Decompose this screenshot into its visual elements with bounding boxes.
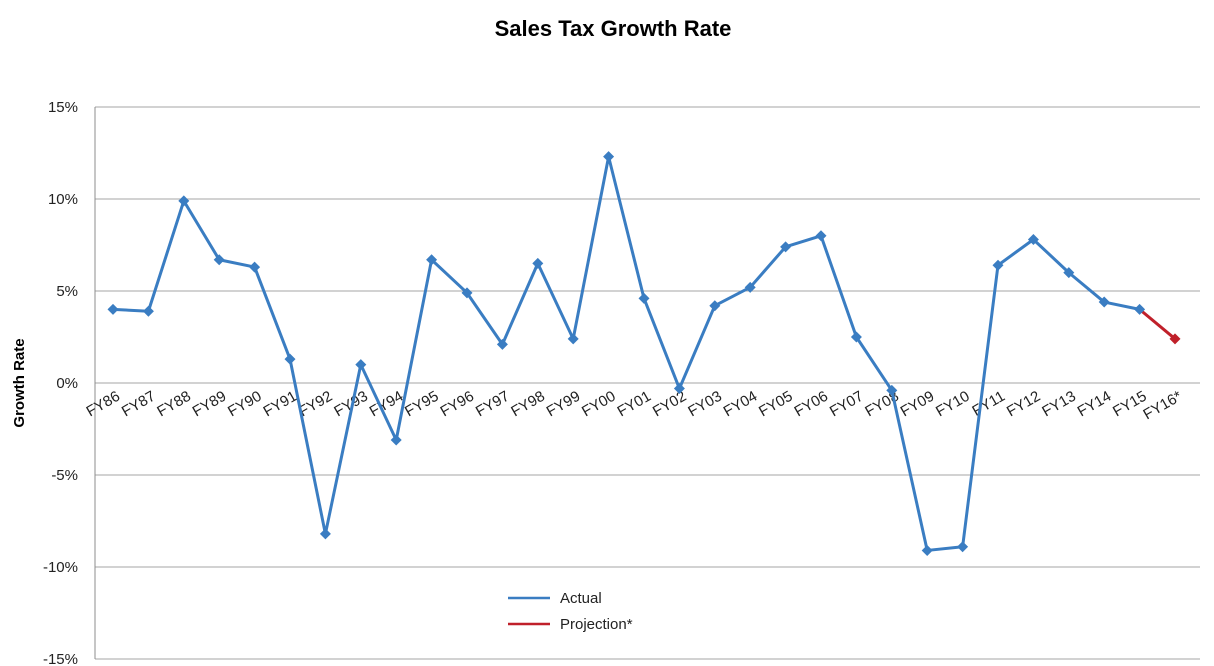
- data-point: [319, 528, 331, 540]
- legend-label: Actual: [560, 590, 602, 607]
- x-tick-label: FY01: [614, 388, 654, 421]
- gridlines: [95, 106, 1200, 660]
- x-tick-label: FY86: [83, 388, 123, 421]
- data-point: [567, 333, 579, 345]
- data-point: [461, 287, 473, 299]
- x-tick-label: FY97: [473, 388, 513, 421]
- x-tick-label: FY88: [154, 388, 194, 421]
- legend-label: Projection*: [560, 616, 633, 633]
- data-point: [390, 434, 402, 446]
- x-tick-label: FY87: [119, 388, 159, 421]
- x-tick-label: FY89: [190, 388, 230, 421]
- x-tick-label: FY04: [721, 388, 761, 421]
- data-point: [744, 281, 756, 293]
- x-tick-label: FY07: [827, 388, 867, 421]
- data-point: [178, 195, 190, 207]
- x-tick-label: FY00: [579, 388, 619, 421]
- x-tick-label: FY05: [756, 388, 796, 421]
- y-tick-label: 15%: [48, 99, 78, 116]
- data-point: [780, 241, 792, 253]
- data-point: [284, 353, 296, 365]
- data-point: [249, 261, 261, 273]
- x-tick-label: FY03: [685, 388, 725, 421]
- data-point: [1027, 233, 1039, 245]
- data-point: [213, 254, 225, 266]
- series-line-actual: [112, 155, 1140, 552]
- x-tick-label: FY09: [898, 388, 938, 421]
- data-point: [992, 259, 1004, 271]
- data-point: [850, 331, 862, 343]
- x-tick-label: FY99: [544, 388, 584, 421]
- x-tick-label: FY12: [1004, 388, 1044, 421]
- x-tick-label: FY10: [933, 388, 973, 421]
- data-point: [1169, 333, 1181, 345]
- y-tick-label: -5%: [51, 467, 78, 484]
- data-point: [532, 257, 544, 269]
- x-tick-label: FY95: [402, 388, 442, 421]
- data-point: [142, 305, 154, 317]
- data-point: [1063, 267, 1075, 279]
- x-tick-label: FY96: [437, 388, 477, 421]
- legend: Actual Projection*: [508, 590, 633, 633]
- y-tick-label: 5%: [56, 283, 78, 300]
- y-tick-label: 10%: [48, 191, 78, 208]
- data-point: [638, 292, 650, 304]
- x-tick-labels: FY86FY87FY88FY89FY90FY91FY92FY93FY94FY95…: [83, 388, 1185, 424]
- series-line-projection: [1138, 308, 1176, 340]
- y-tick-label: -10%: [43, 559, 78, 576]
- data-point: [496, 338, 508, 350]
- y-tick-label: -15%: [43, 651, 78, 666]
- series-layer: [107, 151, 1181, 556]
- data-point: [1098, 296, 1110, 308]
- x-tick-label: FY98: [508, 388, 548, 421]
- data-point: [921, 544, 933, 556]
- data-point: [426, 254, 438, 266]
- data-point: [815, 230, 827, 242]
- data-point: [603, 151, 615, 163]
- y-tick-labels: 15% 10% 5% 0% -5% -10% -15%: [43, 99, 78, 666]
- y-axis-label: Growth Rate: [11, 338, 28, 427]
- data-point: [1134, 303, 1146, 315]
- data-point: [673, 383, 685, 395]
- data-point: [107, 303, 119, 315]
- x-tick-label: FY14: [1075, 388, 1115, 421]
- x-tick-label: FY13: [1039, 388, 1079, 421]
- data-point: [355, 359, 367, 371]
- x-tick-label: FY91: [260, 388, 300, 421]
- data-point: [957, 541, 969, 553]
- x-tick-label: FY90: [225, 388, 265, 421]
- x-tick-label: FY11: [969, 388, 1008, 420]
- data-point: [709, 300, 721, 312]
- data-point: [886, 384, 898, 396]
- y-tick-label: 0%: [56, 375, 78, 392]
- x-tick-label: FY16*: [1140, 388, 1185, 424]
- x-tick-label: FY06: [791, 388, 831, 421]
- chart-title: Sales Tax Growth Rate: [495, 16, 732, 41]
- x-tick-label: FY02: [650, 388, 690, 421]
